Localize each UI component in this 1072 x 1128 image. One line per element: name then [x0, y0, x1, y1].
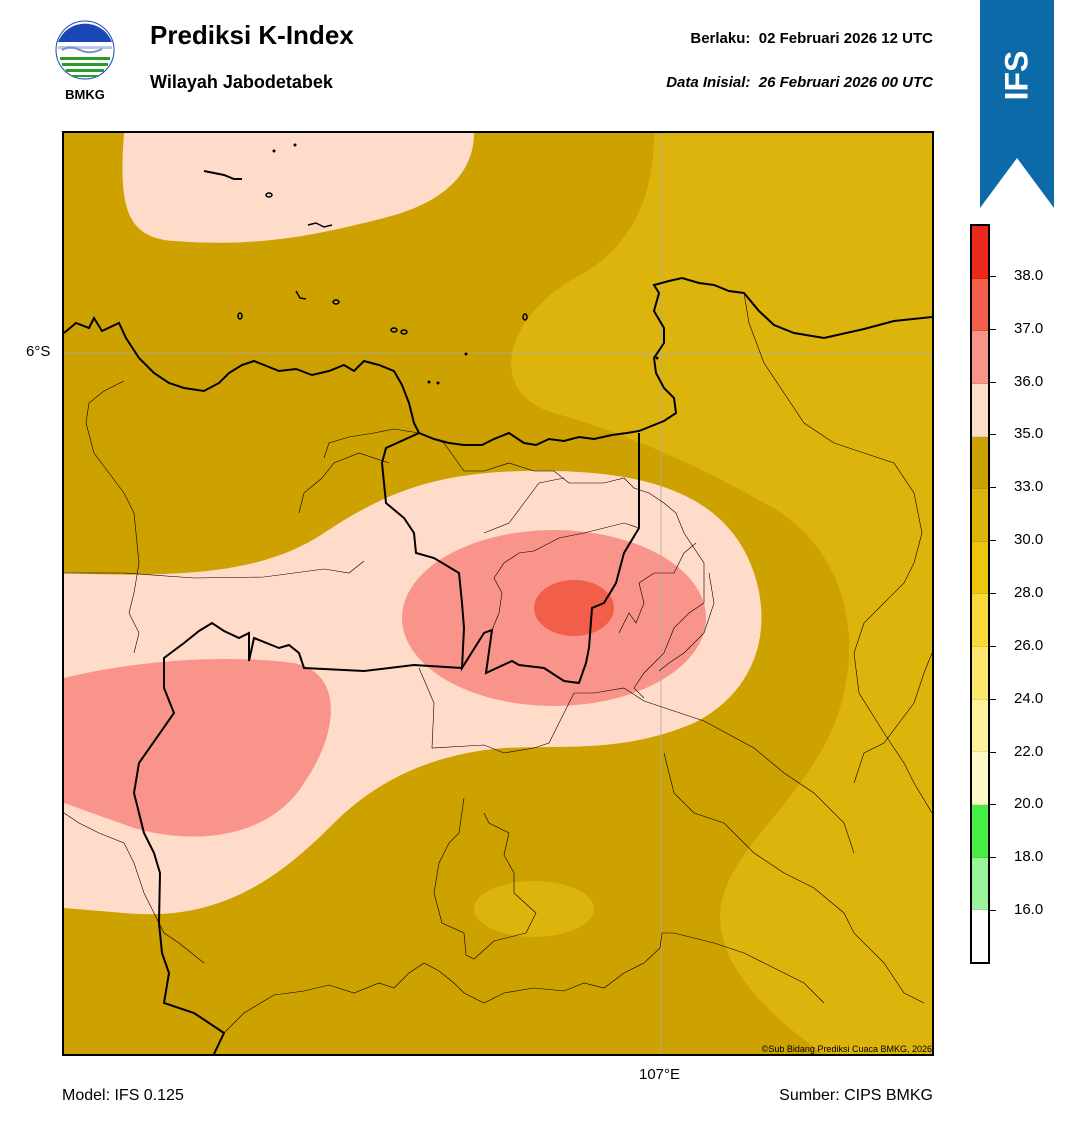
- bmkg-logo: BMKG: [55, 20, 115, 102]
- colorbar-segment: [972, 647, 988, 700]
- model-badge-text: IFS: [998, 50, 1035, 100]
- contour-37-38-core: [534, 580, 614, 636]
- colorbar-label: 30.0: [1014, 531, 1044, 549]
- longitude-label: 107°E: [639, 1066, 681, 1083]
- colorbar-tick: [990, 434, 996, 436]
- island: [332, 299, 340, 305]
- colorbar-label: 37.0: [1014, 319, 1044, 337]
- colorbar-tick: [990, 275, 996, 277]
- colorbar-segment: [972, 752, 988, 806]
- region-subtitle: Wilayah Jabodetabek: [150, 72, 333, 92]
- map-title: Prediksi K-Index: [150, 20, 354, 50]
- valid-label: Berlaku:: [690, 30, 751, 47]
- agency-name: BMKG: [65, 87, 105, 102]
- map-credit: ©Sub Bidang Prediksi Cuaca BMKG, 2026: [761, 1044, 932, 1054]
- colorbar-segment: [972, 489, 988, 542]
- island: [464, 352, 468, 356]
- colorbar-segment: [972, 383, 988, 437]
- colorbar-segment: [972, 436, 988, 490]
- colorbar-segment: [972, 910, 988, 962]
- island: [400, 329, 408, 335]
- colorbar-label: 16.0: [1014, 901, 1044, 919]
- colorbar-label: 36.0: [1014, 372, 1044, 390]
- colorbar-tick: [990, 804, 996, 806]
- province-border: [132, 621, 463, 1054]
- island: [237, 312, 243, 320]
- colorbar-tick: [990, 328, 996, 330]
- colorbar-segment: [972, 805, 988, 858]
- contour-35-36-north: [122, 133, 474, 243]
- colorbar-tick: [990, 381, 996, 383]
- colorbar-label: 38.0: [1014, 266, 1044, 284]
- island: [436, 381, 440, 385]
- island: [655, 356, 659, 360]
- colorbar-tick: [990, 857, 996, 859]
- island: [427, 380, 431, 384]
- colorbar-label: 20.0: [1014, 795, 1044, 813]
- island: [390, 327, 398, 333]
- colorbar-label: 28.0: [1014, 584, 1044, 601]
- colorbar-segment: [972, 594, 988, 648]
- island: [293, 143, 297, 147]
- colorbar-segment: [972, 226, 988, 279]
- province-border: [380, 432, 640, 685]
- colorbar-tick: [990, 593, 996, 594]
- model-badge: IFS: [980, 40, 1054, 110]
- contour-36-37-west: [64, 658, 331, 837]
- colorbar-tick: [990, 540, 996, 542]
- colorbar-label: 33.0: [1014, 478, 1044, 496]
- colorbar-tick: [990, 487, 996, 489]
- colorbar: [970, 224, 990, 964]
- coastline: [64, 276, 932, 447]
- valid-time: Berlaku: 02 Februari 2026 12 UTC: [690, 30, 933, 47]
- colorbar-segment: [972, 857, 988, 911]
- colorbar-label: 35.0: [1014, 425, 1044, 443]
- map-panel: [62, 131, 934, 1056]
- contour-30-33-south: [474, 881, 594, 937]
- contour-30-33-east: [511, 133, 932, 1054]
- colorbar-label: 24.0: [1014, 689, 1044, 707]
- latitude-label: 6°S: [26, 343, 51, 360]
- data-source: Sumber: CIPS BMKG: [779, 1087, 933, 1104]
- island: [203, 170, 242, 180]
- colorbar-segment: [972, 278, 988, 332]
- island: [272, 149, 276, 153]
- model-banner: [980, 0, 1054, 208]
- colorbar-segment: [972, 331, 988, 384]
- colorbar-tick: [990, 698, 996, 700]
- colorbar-segment: [972, 699, 988, 753]
- valid-value: 02 Februari 2026 12 UTC: [758, 30, 933, 47]
- island: [307, 222, 333, 228]
- island: [522, 313, 528, 321]
- colorbar-label: 26.0: [1014, 636, 1044, 654]
- district-borders: [64, 292, 932, 1034]
- colorbar-tick: [990, 645, 996, 647]
- colorbar-tick: [990, 751, 996, 753]
- k-index-map: [64, 133, 932, 1054]
- colorbar-tick: [990, 910, 996, 912]
- init-value: 26 Februari 2026 00 UTC: [758, 74, 933, 91]
- init-label: Data Inisial:: [666, 74, 751, 91]
- colorbar-segment: [972, 541, 988, 595]
- init-time: Data Inisial: 26 Februari 2026 00 UTC: [666, 74, 933, 91]
- colorbar-label: 18.0: [1014, 848, 1044, 866]
- island: [295, 290, 307, 300]
- island: [265, 192, 273, 198]
- colorbar-label: 22.0: [1014, 742, 1044, 760]
- model-info: Model: IFS 0.125: [62, 1087, 184, 1104]
